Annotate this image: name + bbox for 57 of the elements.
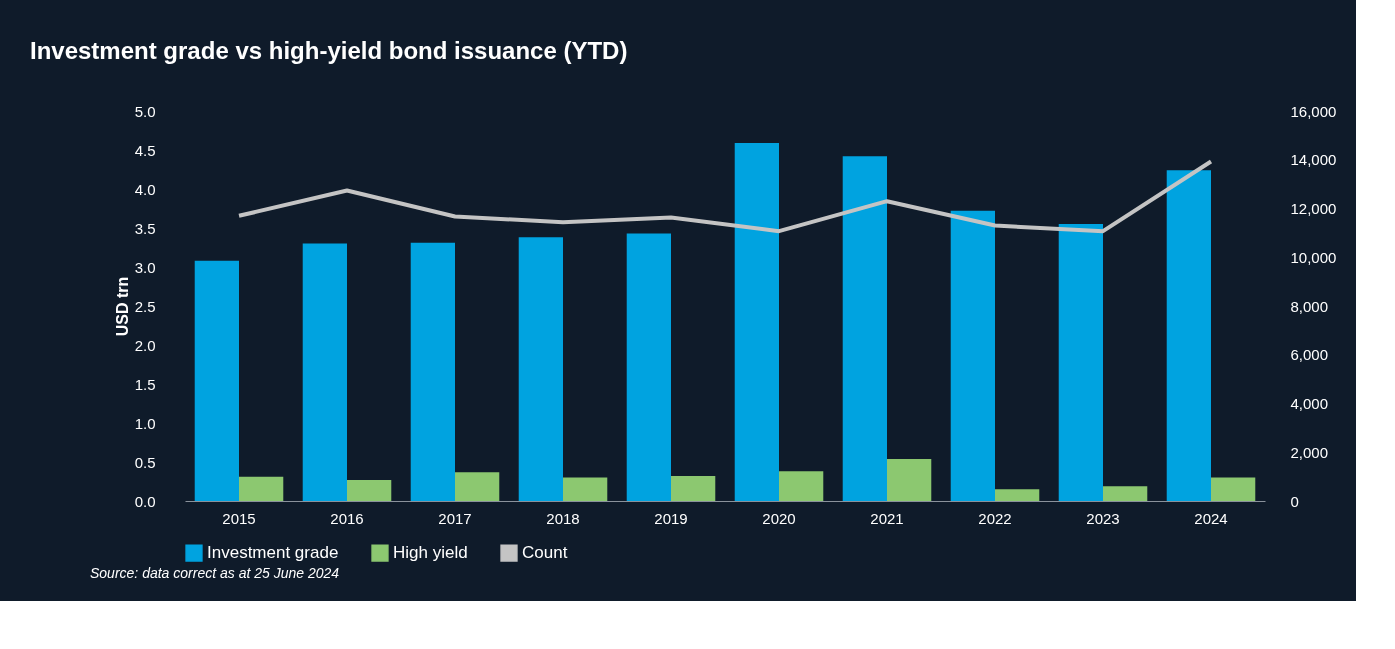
y-tick-label: 3.0 bbox=[134, 258, 156, 276]
line-series bbox=[237, 159, 1213, 234]
x-tick-label: 2023 bbox=[1086, 509, 1120, 527]
y2-tick-label: 4,000 bbox=[1290, 395, 1329, 412]
bar bbox=[671, 476, 716, 501]
bar bbox=[347, 479, 392, 501]
y-tick-label: 5.0 bbox=[134, 102, 156, 120]
x-tick-label: 2021 bbox=[870, 509, 904, 527]
y-axis-title: USD trn bbox=[113, 276, 131, 337]
x-tick-label: 2022 bbox=[978, 509, 1012, 527]
y-tick-label: 0.0 bbox=[134, 492, 156, 510]
y-tick-label: 3.5 bbox=[134, 219, 156, 237]
source-note: Source: data correct as at 25 June 2024 bbox=[90, 565, 340, 581]
bar bbox=[1058, 224, 1103, 501]
bar bbox=[950, 210, 995, 501]
bar bbox=[626, 233, 671, 501]
bar bbox=[887, 458, 932, 501]
bar bbox=[1211, 477, 1256, 501]
y2-tick-label: 10,000 bbox=[1290, 248, 1337, 266]
x-tick-label: 2018 bbox=[546, 509, 580, 527]
bar bbox=[1166, 170, 1211, 501]
x-tick-label: 2015 bbox=[222, 509, 256, 527]
bar bbox=[734, 142, 779, 501]
x-tick-label: 2019 bbox=[654, 509, 688, 527]
bar bbox=[995, 489, 1040, 501]
bar bbox=[410, 242, 455, 501]
bar bbox=[194, 260, 239, 501]
legend-label: High yield bbox=[393, 543, 468, 563]
y2-tick-label: 2,000 bbox=[1290, 443, 1329, 461]
bar bbox=[779, 471, 824, 501]
y2-tick-label: 0 bbox=[1290, 492, 1299, 510]
y-tick-label: 1.5 bbox=[134, 375, 156, 393]
bar bbox=[239, 476, 284, 501]
bar bbox=[302, 243, 347, 501]
x-tick-label: 2020 bbox=[762, 509, 796, 527]
y-tick-label: 2.5 bbox=[134, 297, 156, 315]
bar bbox=[518, 237, 563, 501]
y2-tick-label: 8,000 bbox=[1290, 297, 1329, 315]
y-tick-label: 1.0 bbox=[134, 414, 156, 432]
y2-tick-label: 16,000 bbox=[1290, 102, 1337, 120]
y-tick-label: 0.5 bbox=[134, 453, 156, 471]
legend-label: Count bbox=[522, 543, 568, 563]
legend-label: Investment grade bbox=[207, 543, 339, 563]
chart-title: Investment grade vs high-yield bond issuance (YTD) bbox=[30, 37, 628, 64]
bar bbox=[455, 472, 500, 501]
y2-tick-label: 12,000 bbox=[1290, 200, 1337, 217]
bar bbox=[842, 156, 887, 501]
y2-tick-label: 6,000 bbox=[1290, 346, 1329, 364]
y-tick-label: 2.0 bbox=[134, 336, 156, 354]
y-tick-label: 4.5 bbox=[134, 141, 156, 159]
x-tick-label: 2016 bbox=[330, 509, 364, 527]
y-tick-label: 4.0 bbox=[134, 180, 156, 198]
bar bbox=[563, 477, 608, 501]
y2-tick-label: 14,000 bbox=[1290, 151, 1337, 169]
bar bbox=[1103, 486, 1148, 501]
x-tick-label: 2017 bbox=[438, 509, 472, 527]
x-tick-label: 2024 bbox=[1194, 509, 1228, 527]
